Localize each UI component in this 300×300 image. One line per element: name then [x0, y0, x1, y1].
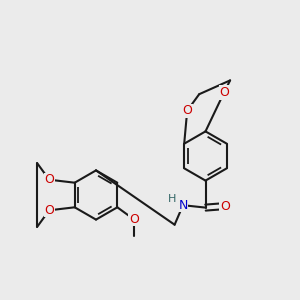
Text: O: O [182, 104, 192, 117]
Text: O: O [44, 173, 54, 186]
Text: O: O [44, 204, 54, 217]
Text: N: N [178, 199, 188, 212]
Text: O: O [129, 213, 139, 226]
Text: H: H [167, 194, 176, 204]
Text: O: O [220, 200, 230, 213]
Text: O: O [219, 86, 229, 99]
